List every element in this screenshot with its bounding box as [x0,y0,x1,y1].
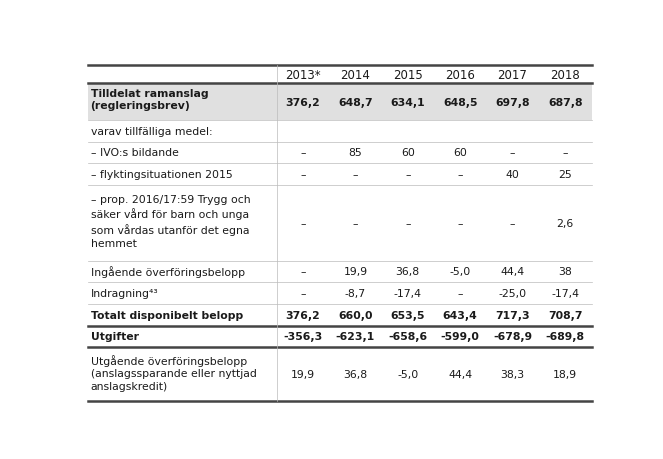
Text: 697,8: 697,8 [495,97,530,107]
Text: 60: 60 [453,148,467,158]
Text: 648,7: 648,7 [338,97,373,107]
Text: Totalt disponibelt belopp: Totalt disponibelt belopp [91,310,243,320]
Text: -356,3: -356,3 [283,332,323,341]
Text: 2,6: 2,6 [556,218,573,228]
Text: 660,0: 660,0 [338,310,373,320]
Text: 2018: 2018 [550,68,580,81]
Text: -689,8: -689,8 [546,332,585,341]
Text: –: – [457,289,463,298]
Text: varav tillfälliga medel:: varav tillfälliga medel: [91,127,212,136]
Text: -678,9: -678,9 [493,332,532,341]
Text: 44,4: 44,4 [501,267,524,277]
Text: –: – [300,267,306,277]
Text: Tilldelat ramanslag
(regleringsbrev): Tilldelat ramanslag (regleringsbrev) [91,89,208,111]
Text: 634,1: 634,1 [391,97,425,107]
Text: 38: 38 [558,267,572,277]
Text: -17,4: -17,4 [551,289,579,298]
Text: 36,8: 36,8 [343,369,367,380]
Text: 19,9: 19,9 [343,267,367,277]
Text: –: – [300,218,306,228]
Text: –: – [300,289,306,298]
Text: 687,8: 687,8 [548,97,582,107]
Text: –: – [562,148,568,158]
Text: – flyktingsituationen 2015: – flyktingsituationen 2015 [91,170,232,180]
Text: 2014: 2014 [341,68,371,81]
Text: 60: 60 [401,148,414,158]
Text: -5,0: -5,0 [450,267,471,277]
Text: –: – [457,170,463,180]
Text: 708,7: 708,7 [548,310,582,320]
Text: –: – [405,170,410,180]
Text: -5,0: -5,0 [397,369,418,380]
Text: –: – [510,218,515,228]
Text: – IVO:s bildande: – IVO:s bildande [91,148,178,158]
Text: 717,3: 717,3 [495,310,530,320]
Text: 2016: 2016 [445,68,475,81]
Text: -623,1: -623,1 [335,332,375,341]
Text: 19,9: 19,9 [291,369,315,380]
Text: 376,2: 376,2 [286,310,320,320]
Text: 85: 85 [349,148,362,158]
Text: –: – [405,218,410,228]
Text: -8,7: -8,7 [345,289,366,298]
Text: -17,4: -17,4 [394,289,422,298]
Text: –: – [300,148,306,158]
Text: Utgående överföringsbelopp
(anslagssparande eller nyttjad
anslagskredit): Utgående överföringsbelopp (anslagsspara… [91,354,257,392]
Text: 25: 25 [558,170,572,180]
Text: 2015: 2015 [393,68,422,81]
Text: -25,0: -25,0 [499,289,526,298]
Text: 653,5: 653,5 [391,310,425,320]
Text: 2013*: 2013* [285,68,321,81]
Text: – prop. 2016/17:59 Trygg och
säker vård för barn och unga
som vårdas utanför det: – prop. 2016/17:59 Trygg och säker vård … [91,195,250,248]
Text: 40: 40 [506,170,519,180]
Text: –: – [457,218,463,228]
Text: 648,5: 648,5 [443,97,477,107]
Text: 643,4: 643,4 [443,310,477,320]
Text: -599,0: -599,0 [441,332,479,341]
Text: Ingående överföringsbelopp: Ingående överföringsbelopp [91,266,245,278]
Text: –: – [353,170,358,180]
Text: -658,6: -658,6 [389,332,428,341]
Text: Utgifter: Utgifter [91,332,139,341]
Text: –: – [353,218,358,228]
Text: –: – [300,170,306,180]
Text: 376,2: 376,2 [286,97,320,107]
Text: Indragning⁴³: Indragning⁴³ [91,289,158,298]
Text: 44,4: 44,4 [448,369,472,380]
Text: 18,9: 18,9 [553,369,577,380]
Text: 36,8: 36,8 [396,267,420,277]
Text: 2017: 2017 [497,68,528,81]
Text: –: – [510,148,515,158]
Text: 38,3: 38,3 [501,369,524,380]
